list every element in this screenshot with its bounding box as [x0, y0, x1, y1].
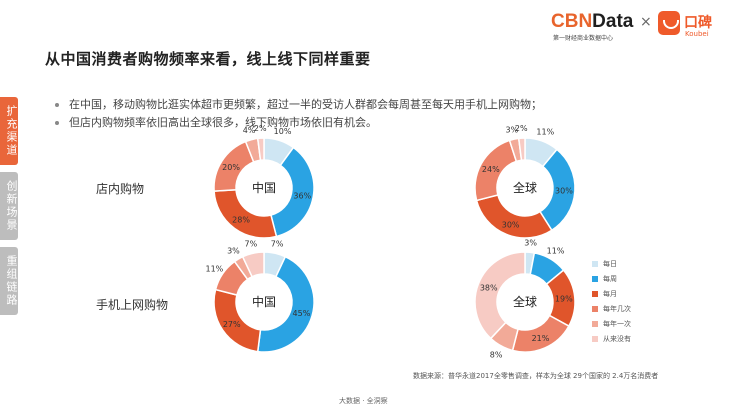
bullet-dot-icon	[55, 103, 59, 107]
slice-value-label: 10%	[274, 127, 292, 136]
donut-center-label: 全球	[513, 180, 537, 195]
donut-slice	[213, 188, 278, 239]
slice-value-label: 11%	[547, 246, 565, 255]
slice-value-label: 2%	[254, 124, 267, 133]
logo-data-text: Data	[592, 11, 634, 32]
side-tab-expand-channels[interactable]: 扩充渠道	[0, 97, 18, 165]
legend-swatch	[592, 305, 598, 312]
slice-value-label: 19%	[555, 294, 573, 303]
legend-label: 每月	[603, 289, 617, 298]
slice-value-label: 3%	[524, 238, 537, 247]
legend-label: 每年一次	[603, 319, 631, 328]
legend-swatch	[592, 260, 598, 267]
row-label-mobile: 手机上网购物	[96, 298, 169, 312]
donut-chart-3: 3% 11% 19% 21% 8% 38% 全球	[474, 238, 576, 360]
legend-swatch	[592, 290, 598, 297]
cbndata-logo: CBNData	[551, 12, 633, 32]
koubei-logo-text: 口碑	[684, 15, 712, 31]
slice-value-label: 7%	[245, 239, 258, 248]
legend-item: 每周	[592, 271, 631, 286]
legend-item: 从来没有	[592, 331, 631, 346]
slice-value-label: 2%	[515, 124, 528, 133]
bullet-dot-icon	[55, 121, 59, 125]
legend-item: 每年几次	[592, 301, 631, 316]
slice-value-label: 45%	[293, 309, 311, 318]
logo-separator: ×	[640, 14, 652, 30]
donut-slice	[474, 251, 526, 340]
bullet-item: 在中国，移动购物比逛实体超市更频繁，超过一半的受访人群都会每周甚至每天用手机上网…	[55, 96, 542, 114]
koubei-logo-subtitle: Koubei	[685, 30, 709, 38]
donut-slice	[256, 137, 265, 162]
footer-text: 大数据 · 全洞察	[339, 397, 388, 405]
donut-chart-0: 10% 36% 28% 20% 4%2% 中国	[213, 124, 315, 239]
legend-item: 每月	[592, 286, 631, 301]
slice-value-label: 24%	[482, 165, 500, 174]
bullet-text: 但店内购物频率依旧高出全球很多，线下购物市场依旧有机会。	[69, 116, 377, 129]
donut-slice	[270, 146, 315, 238]
legend-swatch	[592, 320, 598, 327]
donut-slice	[517, 137, 526, 162]
slice-value-label: 7%	[271, 239, 284, 248]
koubei-logo-icon	[658, 11, 680, 35]
side-tab-innovate-scenes[interactable]: 创新场景	[0, 172, 18, 240]
chart-legend: 每日 每周 每月 每年几次 每年一次 从来没有	[592, 256, 631, 346]
legend-label: 每年几次	[603, 304, 631, 313]
slice-value-label: 36%	[293, 191, 311, 200]
donut-slice	[475, 194, 553, 239]
slice-value-label: 38%	[480, 284, 498, 293]
slice-value-label: 4%	[243, 126, 256, 135]
slice-value-label: 11%	[536, 128, 554, 137]
donut-chart-1: 11% 30% 30% 24% 3%2% 全球	[474, 124, 576, 239]
slice-value-label: 3%	[506, 125, 519, 134]
slice-value-label: 28%	[232, 216, 250, 225]
legend-item: 每日	[592, 256, 631, 271]
data-source-note: 数据来源：普华永道2017全零售调查，样本为全球 29个国家的 2.4万名消费者	[413, 372, 659, 380]
legend-label: 每周	[603, 274, 617, 283]
slice-value-label: 21%	[532, 334, 550, 343]
donut-center-label: 全球	[513, 294, 537, 309]
page-title: 从中国消费者购物频率来看，线上线下同样重要	[45, 50, 371, 68]
row-label-in-store: 店内购物	[96, 182, 145, 196]
slice-value-label: 11%	[205, 264, 223, 273]
legend-swatch	[592, 335, 598, 342]
slice-value-label: 20%	[222, 163, 240, 172]
slice-value-label: 30%	[502, 220, 520, 229]
donut-slice	[256, 255, 315, 353]
legend-item: 每年一次	[592, 316, 631, 331]
bullet-text: 在中国，移动购物比逛实体超市更频繁，超过一半的受访人群都会每周甚至每天用手机上网…	[69, 98, 542, 111]
side-tab-restructure-links[interactable]: 重组链路	[0, 247, 18, 315]
slice-value-label: 8%	[490, 351, 503, 360]
slice-value-label: 30%	[555, 186, 573, 195]
donut-slice	[241, 251, 265, 278]
bullet-item: 但店内购物频率依旧高出全球很多，线下购物市场依旧有机会。	[55, 114, 542, 132]
cbndata-logo-subtitle: 第一财经商业数据中心	[553, 35, 614, 42]
legend-label: 每日	[603, 259, 617, 268]
legend-label: 从来没有	[603, 334, 631, 343]
donut-center-label: 中国	[252, 294, 276, 309]
bullet-list: 在中国，移动购物比逛实体超市更频繁，超过一半的受访人群都会每周甚至每天用手机上网…	[55, 96, 542, 132]
donut-chart-2: 7% 45% 27% 11% 3% 7% 中国	[205, 239, 315, 353]
slice-value-label: 3%	[227, 246, 240, 255]
legend-swatch	[592, 275, 598, 282]
slice-value-label: 27%	[223, 320, 241, 329]
logo-cbn-text: CBN	[551, 11, 593, 32]
donut-center-label: 中国	[252, 180, 276, 195]
